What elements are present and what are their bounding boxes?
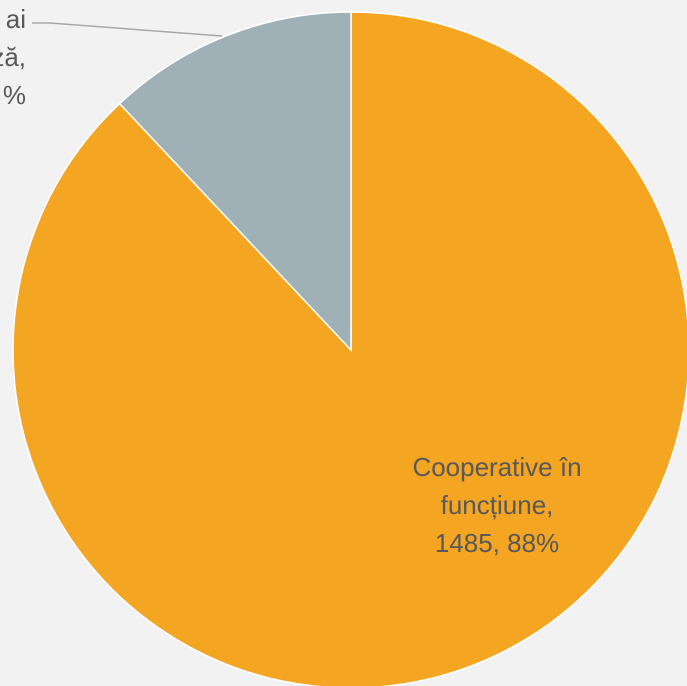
- pie-slice-0: [118, 11, 352, 352]
- data-label-0: ai ză,%: [0, 4, 26, 110]
- data-label-line: Cooperative în: [412, 452, 581, 482]
- data-label-line: ză,: [0, 42, 26, 72]
- leader-lines: [32, 22, 223, 37]
- data-label-1: Cooperative în funcțiune, 1485, 88%: [412, 452, 581, 558]
- leader-line-0: [32, 22, 223, 37]
- data-labels: Cooperative în funcțiune, 1485, 88% ai ză,%: [0, 4, 582, 558]
- pie-slices: [12, 11, 687, 686]
- data-label-line: ai: [6, 4, 26, 34]
- data-label-line: funcțiune,: [441, 490, 554, 520]
- data-label-line: 1485, 88%: [435, 528, 559, 558]
- data-label-line: %: [3, 80, 26, 110]
